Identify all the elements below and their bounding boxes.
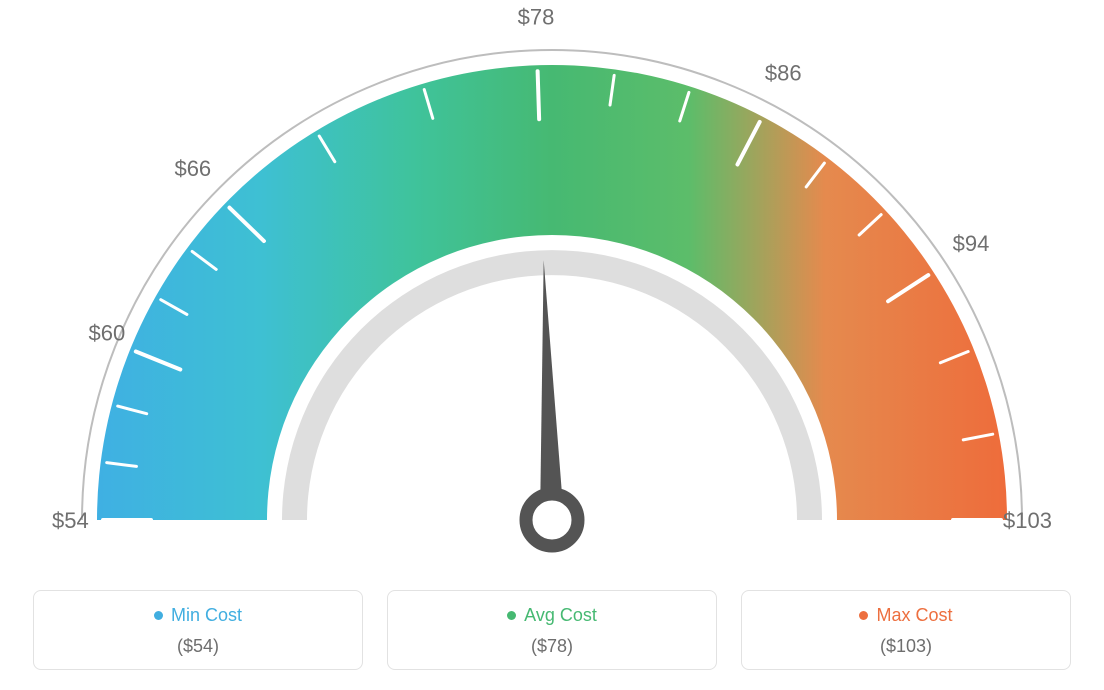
legend-card-min: Min Cost ($54) — [33, 590, 363, 670]
legend-title-min: Min Cost — [154, 605, 242, 626]
legend-row: Min Cost ($54) Avg Cost ($78) Max Cost (… — [0, 590, 1104, 670]
gauge-needle-hub — [526, 494, 578, 546]
legend-label-avg: Avg Cost — [524, 605, 597, 626]
legend-value-max: ($103) — [752, 636, 1060, 657]
legend-card-avg: Avg Cost ($78) — [387, 590, 717, 670]
gauge-tick-label: $66 — [174, 156, 211, 181]
gauge-svg: $54 $60 $66 $78 $86 $94 $103 — [0, 0, 1104, 560]
gauge-tick-label: $60 — [89, 320, 126, 345]
gauge-needle — [540, 260, 564, 520]
gauge-tick-label: $54 — [52, 508, 89, 533]
legend-title-max: Max Cost — [859, 605, 952, 626]
gauge-tick-label: $94 — [953, 231, 990, 256]
bullet-avg-icon — [507, 611, 516, 620]
legend-title-avg: Avg Cost — [507, 605, 597, 626]
legend-label-max: Max Cost — [876, 605, 952, 626]
gauge-chart: $54 $60 $66 $78 $86 $94 $103 — [0, 0, 1104, 560]
gauge-tick-label: $78 — [518, 4, 555, 29]
gauge-tick-label: $103 — [1003, 508, 1052, 533]
bullet-max-icon — [859, 611, 868, 620]
legend-card-max: Max Cost ($103) — [741, 590, 1071, 670]
legend-value-min: ($54) — [44, 636, 352, 657]
legend-value-avg: ($78) — [398, 636, 706, 657]
legend-label-min: Min Cost — [171, 605, 242, 626]
bullet-min-icon — [154, 611, 163, 620]
gauge-tick-label: $86 — [765, 61, 802, 86]
